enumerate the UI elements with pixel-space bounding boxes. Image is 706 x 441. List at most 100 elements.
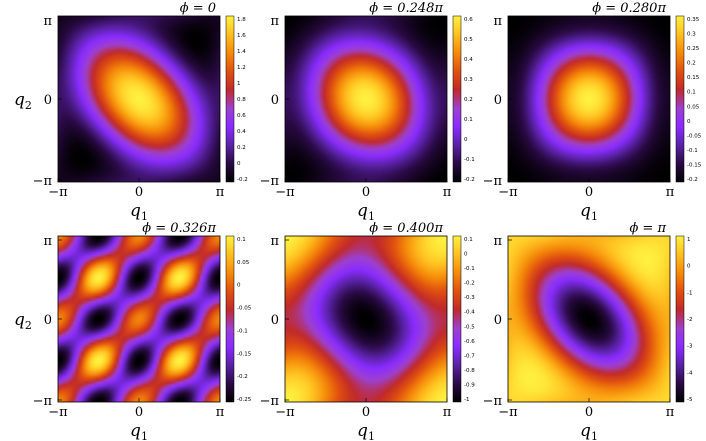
colorbar-tick-label: -2 — [687, 317, 692, 323]
x-tick-label: −π — [498, 185, 518, 200]
x-axis-label: q1 — [130, 421, 148, 441]
colorbar-tick-label: -0.05 — [687, 133, 702, 139]
x-tick-label: 0 — [135, 185, 143, 200]
colorbar-tick-label: 0.2 — [687, 61, 696, 67]
colorbar-tick-label: -0.15 — [237, 351, 252, 357]
colorbar-tick-label: -0.15 — [687, 162, 702, 168]
colorbar-tick-label: -0.3 — [464, 295, 475, 301]
x-tick-label: −π — [275, 405, 295, 420]
x-tick-label: π — [443, 405, 452, 420]
x-tick-label: −π — [48, 405, 68, 420]
y-tick-label: π — [270, 234, 279, 249]
colorbar-tick-label: 1.6 — [237, 33, 246, 39]
colorbar-tick-label: 0.1 — [687, 90, 696, 96]
colorbar-tick-label: 0 — [687, 264, 691, 270]
colorbar-tick-label: 0 — [237, 161, 241, 167]
y-axis-label: q2 — [14, 310, 32, 332]
colorbar — [225, 15, 235, 183]
colorbar-tick-label: -0.2 — [464, 177, 475, 183]
y-tick-label: −π — [483, 394, 503, 409]
colorbar-tick-label: 0.35 — [687, 17, 700, 23]
colorbar-tick-label: 0.2 — [464, 97, 473, 103]
colorbar-tick-label: -0.2 — [237, 177, 248, 183]
y-tick-label: π — [493, 14, 502, 29]
colorbar-tick-label: -0.6 — [464, 339, 475, 345]
x-tick-label: π — [666, 185, 675, 200]
heatmap-image — [508, 236, 670, 402]
heatmap-image — [508, 16, 670, 182]
y-tick-label: 0 — [271, 313, 279, 328]
heatmap-panel-4: ϕ = 0.326π π 0 −π−π 0 π q1 q2 0.1 0.05 0 -0.05 -0.1 -… — [14, 221, 252, 441]
colorbar — [452, 235, 462, 403]
colorbar-tick-label: 0.5 — [464, 37, 473, 43]
heatmap-panel-3: ϕ = 0.280π π 0 −π−π 0 π q1 0.35 0.3 0.25 0.2 0.15 0.… — [483, 1, 702, 223]
y-tick-label: 0 — [44, 313, 52, 328]
colorbar-tick-label: 0.3 — [464, 77, 473, 83]
colorbar-tick-label: -0.9 — [464, 382, 475, 388]
colorbar-tick-label: 1 — [237, 81, 241, 87]
panel-title: ϕ = 0.248π — [369, 1, 443, 16]
y-tick-label: 0 — [44, 93, 52, 108]
y-tick-label: −π — [33, 174, 53, 189]
x-tick-label: 0 — [585, 405, 593, 420]
colorbar-tick-label: 0.1 — [464, 117, 473, 123]
x-tick-label: −π — [275, 185, 295, 200]
colorbar-tick-label: -0.1 — [687, 148, 698, 154]
x-axis-label: q1 — [130, 201, 148, 223]
colorbar-tick-label: 0 — [237, 283, 241, 289]
panel-title: ϕ = 0 — [180, 1, 216, 16]
colorbar-tick-label: 1.2 — [237, 65, 246, 71]
x-tick-label: −π — [48, 185, 68, 200]
colorbar-tick-label: 0 — [464, 137, 468, 143]
x-tick-label: 0 — [362, 405, 370, 420]
colorbar-tick-label: -1 — [687, 290, 692, 296]
heatmap-panels: ϕ = 0π0−π−π 0 πq1q21.81.61.41.210.80.60.40… — [14, 1, 702, 441]
colorbar-tick-label: -0.25 — [237, 397, 252, 403]
heatmap-image — [285, 236, 447, 402]
x-tick-label: π — [216, 185, 225, 200]
heatmap-image — [58, 236, 220, 402]
colorbar-tick-label: 0.4 — [464, 57, 473, 63]
panel-title: ϕ = 0.280π — [592, 1, 666, 16]
x-tick-label: π — [666, 405, 675, 420]
colorbar-tick-label: 0.05 — [237, 260, 250, 266]
y-tick-label: −π — [33, 394, 53, 409]
colorbar-tick-label: 0.3 — [687, 32, 696, 38]
x-axis-label: q1 — [580, 421, 598, 441]
colorbar-tick-label: -0.2 — [237, 374, 248, 380]
colorbar-tick-label: 0 — [464, 252, 468, 258]
colorbar-tick-label: 0.6 — [237, 113, 246, 119]
y-tick-label: π — [43, 14, 52, 29]
colorbar-tick-label: 0.4 — [237, 129, 246, 135]
panel-title: ϕ = π — [629, 221, 666, 236]
colorbar-tick-label: -0.1 — [464, 157, 475, 163]
x-tick-label: 0 — [135, 405, 143, 420]
colorbar-tick-label: -0.5 — [464, 324, 475, 330]
colorbar-tick-label: 1.8 — [237, 17, 246, 23]
heatmap-panel-6: ϕ = π π 0 −π−π 0 π q1 1 0 -1 -2 -3 -4 -5 — [483, 221, 693, 441]
colorbar-tick-label: 1 — [687, 237, 691, 243]
colorbar-tick-label: -0.7 — [464, 353, 475, 359]
x-axis-label: q1 — [580, 201, 598, 223]
y-tick-label: 0 — [494, 93, 502, 108]
y-tick-label: 0 — [494, 313, 502, 328]
heatmap-image — [285, 16, 447, 182]
y-tick-label: π — [43, 234, 52, 249]
colorbar-tick-label: -1 — [464, 397, 469, 403]
colorbar-tick-label: 0.8 — [237, 97, 246, 103]
colorbar — [225, 235, 235, 403]
x-axis-label: q1 — [357, 421, 375, 441]
colorbar-tick-label: -5 — [687, 397, 693, 403]
colorbar-tick-label: 0.25 — [687, 46, 700, 52]
y-axis-label: q2 — [14, 90, 32, 112]
x-tick-label: −π — [498, 405, 518, 420]
y-tick-label: π — [493, 234, 502, 249]
colorbar-tick-label: -0.05 — [237, 306, 252, 312]
colorbar-tick-label: -4 — [687, 370, 693, 376]
heatmap-panel-5: ϕ = 0.400π π 0 −π−π 0 π q1 0.1 0 -0.1 -0.2 -0.3 -0.4… — [260, 221, 476, 441]
x-tick-label: 0 — [585, 185, 593, 200]
y-tick-label: −π — [483, 174, 503, 189]
colorbar — [675, 235, 685, 403]
x-tick-label: 0 — [362, 185, 370, 200]
